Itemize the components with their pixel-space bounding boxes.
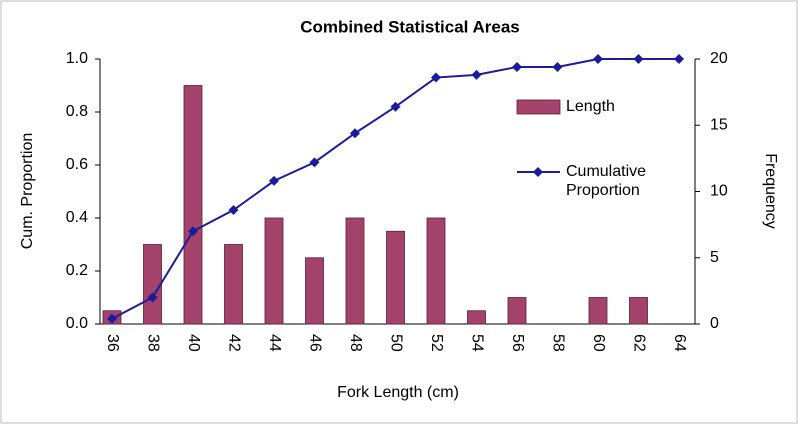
marker [593,54,603,64]
x-tick-label: 36 [104,334,121,352]
bar [426,217,446,325]
x-axis-label: Fork Length (cm) [337,384,459,401]
y-tick-label: 1.0 [66,50,88,67]
y2-tick-label: 5 [710,249,719,266]
y2-tick-label: 15 [710,116,728,133]
marker [633,54,644,64]
y-tick-label: 0.4 [66,209,88,226]
bar [467,310,486,325]
x-tick-label: 52 [428,334,445,352]
bar [264,217,284,325]
x-tick-label: 60 [590,334,607,352]
x-tick-label: 64 [671,334,688,352]
y-axis-label: Cum. Proportion [19,133,36,250]
marker [147,292,158,303]
bar [345,217,365,325]
chart-title: Combined Statistical Areas [300,17,520,36]
marker [390,101,401,112]
bar [183,85,203,325]
y2-tick-label: 10 [710,183,728,200]
x-tick-label: 62 [630,334,647,352]
bar [507,297,527,325]
marker [228,205,239,216]
marker [471,69,482,80]
y-tick-label: 0.0 [66,315,88,332]
marker [674,54,684,64]
bar [629,297,648,325]
bar [224,244,243,325]
marker [431,72,441,83]
x-tick-label: 48 [347,334,364,352]
y2-tick-label: 20 [710,50,728,67]
y-tick-label: 0.2 [66,262,88,279]
marker [107,313,117,324]
bar [143,244,162,325]
x-tick-label: 44 [266,334,283,352]
y-tick-label: 0.6 [66,156,88,173]
y2-axis-label: Frequency [762,153,779,229]
marker [552,61,563,72]
bar [588,297,608,325]
marker [188,226,198,237]
x-tick-label: 46 [306,334,323,352]
x-tick-label: 54 [468,334,485,352]
marker [309,157,320,168]
x-tick-label: 50 [387,334,404,352]
bar [305,257,324,325]
marker [512,61,522,72]
legend-marker [533,167,543,177]
bar [386,230,405,325]
x-tick-label: 58 [549,334,566,352]
y-tick-label: 0.8 [66,103,88,120]
legend-label: Length [566,98,615,115]
marker [269,175,279,186]
legend-swatch [516,99,561,115]
x-tick-label: 38 [144,334,161,352]
x-tick-label: 40 [185,334,202,352]
marker [350,128,360,139]
x-tick-label: 56 [509,334,526,352]
x-tick-label: 42 [225,334,242,352]
y2-tick-label: 0 [710,315,719,332]
legend-label: Cumulative Proportion [566,163,647,199]
